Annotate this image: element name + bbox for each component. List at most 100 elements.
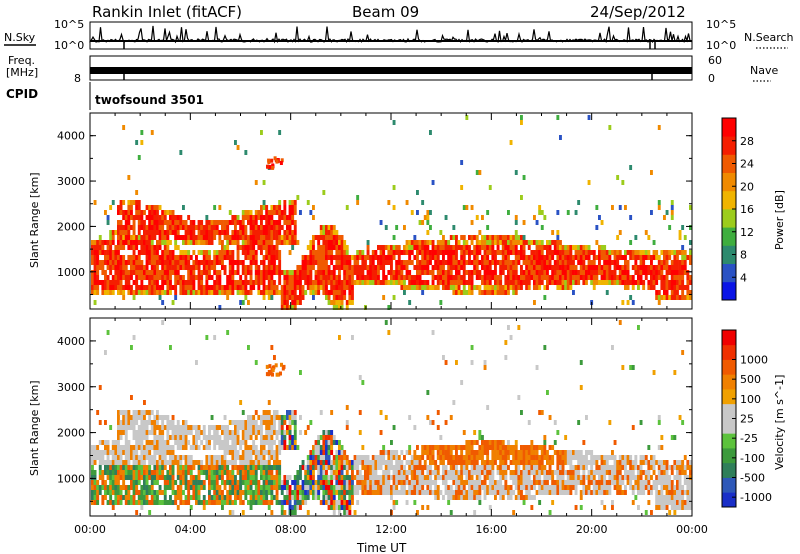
power-cell (421, 220, 425, 225)
power-cell (312, 250, 315, 255)
velocity-cell (135, 445, 139, 450)
velocity-cell (262, 460, 266, 465)
power-cell (330, 270, 334, 275)
power-cell (119, 245, 123, 250)
velocity-cell (124, 440, 128, 445)
power-cell (660, 250, 664, 255)
power-cell (239, 280, 243, 285)
power-cell (543, 215, 547, 220)
velocity-cell (148, 490, 152, 495)
velocity-cell (345, 455, 349, 460)
power-cell (642, 255, 646, 260)
power-cell (228, 260, 232, 265)
power-cell (208, 235, 211, 240)
velocity-cell (325, 485, 328, 490)
power-cell (158, 215, 162, 220)
velocity-cell (452, 400, 456, 405)
power-cell (93, 250, 97, 255)
velocity-cell (265, 470, 269, 475)
velocity-cell (351, 470, 354, 475)
velocity-cell (265, 435, 269, 440)
power-cell (101, 240, 105, 245)
velocity-cell (301, 485, 305, 490)
power-cell (512, 275, 516, 280)
power-cell (278, 220, 282, 225)
power-cell (460, 280, 464, 285)
power-cell (655, 295, 659, 300)
velocity-cell (205, 500, 209, 505)
velocity-cell (241, 440, 245, 445)
power-cell (267, 270, 271, 275)
velocity-cell (161, 420, 165, 425)
velocity-cell (161, 460, 165, 465)
power-cell (273, 260, 276, 265)
power-cell (228, 255, 232, 260)
power-cell (291, 235, 295, 240)
power-cell (293, 295, 297, 300)
velocity-cell (322, 445, 326, 450)
velocity-cell (169, 435, 172, 440)
power-cell (215, 280, 219, 285)
velocity-cell (262, 500, 266, 505)
power-cell (187, 215, 191, 220)
velocity-cell (382, 475, 386, 480)
power-cell (431, 240, 435, 245)
power-cell (689, 255, 692, 260)
velocity-cell (585, 455, 588, 460)
velocity-cell (569, 490, 573, 495)
velocity-cell (169, 420, 172, 425)
velocity-cell (543, 345, 547, 350)
power-cell (390, 255, 393, 260)
power-cell (148, 240, 152, 245)
power-cell (140, 280, 144, 285)
velocity-cell (140, 475, 144, 480)
velocity-cell (455, 450, 458, 455)
power-cell (273, 270, 276, 275)
power-cell (603, 280, 607, 285)
velocity-cell (223, 460, 227, 465)
power-cell (223, 220, 227, 225)
velocity-cell (522, 495, 526, 500)
velocity-cell (104, 495, 107, 500)
power-cell (117, 270, 120, 275)
velocity-cell (213, 460, 217, 465)
velocity-cell (91, 455, 94, 460)
power-cell (273, 235, 276, 240)
velocity-cell (501, 445, 505, 450)
power-cell (283, 290, 287, 295)
velocity-cell (397, 490, 401, 495)
power-cell (416, 255, 419, 260)
velocity-cell (319, 435, 323, 440)
power-cell (293, 280, 297, 285)
power-cell (556, 235, 560, 240)
velocity-cell (457, 490, 461, 495)
power-cell (161, 220, 165, 225)
power-cell (598, 245, 601, 250)
velocity-cell (208, 460, 211, 465)
velocity-cell (137, 440, 141, 445)
power-cell (613, 260, 617, 265)
power-cell (686, 270, 690, 275)
power-cell (553, 245, 557, 250)
power-cell (93, 260, 97, 265)
power-cell (283, 240, 287, 245)
velocity-cell (124, 425, 128, 430)
power-cell (447, 260, 451, 265)
power-cell (520, 255, 523, 260)
velocity-cell (156, 450, 159, 455)
power-cell (161, 235, 165, 240)
power-cell (158, 270, 162, 275)
freq-label: Freq. (8, 54, 35, 67)
power-cell (312, 290, 315, 295)
power-cell (96, 260, 100, 265)
power-cell (163, 250, 167, 255)
power-cell (166, 285, 170, 290)
power-cell (522, 280, 526, 285)
power-cell (267, 245, 271, 250)
velocity-cell (481, 440, 484, 445)
power-cell (605, 250, 609, 255)
power-cell (247, 270, 250, 275)
power-cell (228, 280, 232, 285)
power-cell (348, 255, 352, 260)
velocity-cell (314, 460, 318, 465)
